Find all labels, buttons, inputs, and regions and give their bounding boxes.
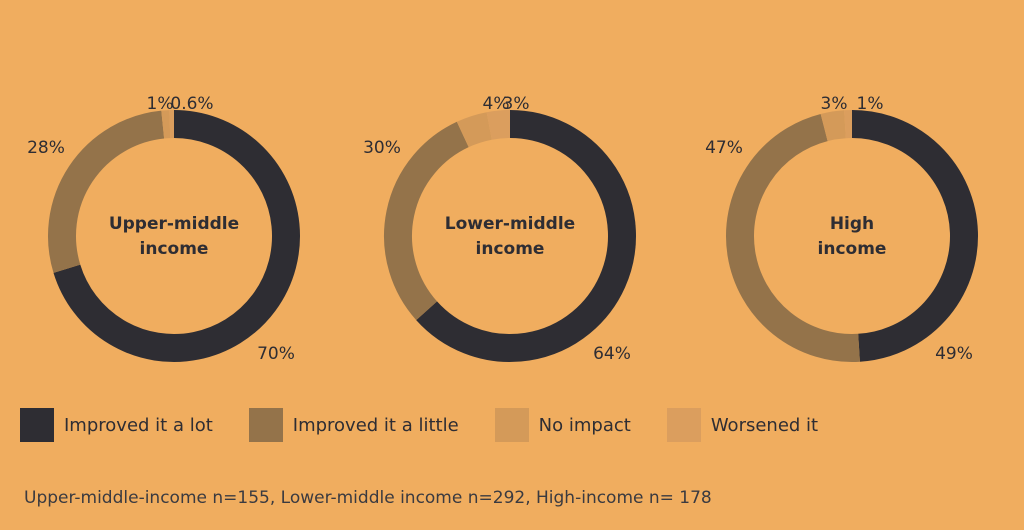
footnote: Upper-middle-income n=155, Lower-middle … — [24, 488, 712, 508]
donut-charts: 70%28%1%0.6%Upper-middleincome64%30%4%3%… — [27, 94, 978, 364]
donut-chart-2: 64% 30% 4%3% Lower-middle income — [363, 94, 636, 364]
value-label-worsened: 1% — [857, 94, 884, 114]
slice-improved-a-lot — [851, 110, 978, 362]
center-label-line-2: income — [476, 239, 545, 259]
donut-chart-1: 70% 28% 1%0.6% Upper-middle income — [27, 94, 300, 364]
slice-improved-a-little — [48, 110, 165, 273]
value-label-improved-a-lot: 64% — [593, 344, 631, 364]
value-label-improved-a-lot: 70% — [257, 344, 295, 364]
value-label-no-impact: 1% — [147, 94, 174, 114]
legend-label-worsened: Worsened it — [710, 414, 819, 436]
legend-item-worsened: Worsened it — [666, 408, 819, 442]
slice-worsened — [486, 110, 511, 140]
legend-item-improved-a-little: Improved it a little — [248, 408, 459, 442]
value-label-improved-a-little: 30% — [363, 138, 401, 158]
legend: Improved it a lot Improved it a little N… — [20, 408, 854, 442]
slice-improved-a-little — [384, 121, 469, 321]
legend-label-improved-a-lot: Improved it a lot — [64, 414, 213, 436]
center-label-line-1: Lower-middle — [445, 214, 575, 234]
value-label-worsened: 3% — [503, 94, 530, 114]
value-label-improved-a-little: 28% — [27, 138, 65, 158]
legend-swatch-worsened — [666, 408, 701, 442]
value-label-no-impact: 4% — [483, 94, 510, 114]
legend-label-no-impact: No impact — [538, 414, 631, 436]
center-label-line-1: Upper-middle — [109, 214, 239, 234]
value-label-worsened: 0.6% — [170, 94, 213, 114]
slice-no-impact — [456, 112, 493, 148]
legend-label-improved-a-little: Improved it a little — [292, 414, 459, 436]
legend-item-no-impact: No impact — [494, 408, 631, 442]
legend-swatch-no-impact — [494, 408, 529, 442]
value-label-no-impact: 3% — [821, 94, 848, 114]
legend-item-improved-a-lot: Improved it a lot — [20, 408, 213, 442]
center-label-line-1: High — [830, 214, 874, 234]
value-label-improved-a-little: 47% — [705, 138, 743, 158]
slice-improved-a-little — [726, 113, 860, 362]
center-label-line-2: income — [818, 239, 887, 259]
slice-no-impact — [820, 110, 847, 142]
slice-improved-a-lot — [53, 110, 300, 362]
donut-chart-3: 49% 47% 3% 1% High income — [705, 94, 978, 364]
legend-swatch-improved-a-lot — [20, 408, 54, 442]
value-label-improved-a-lot: 49% — [935, 344, 973, 364]
slice-improved-a-lot — [416, 110, 636, 362]
center-label-line-2: income — [140, 239, 209, 259]
legend-swatch-improved-a-little — [248, 408, 283, 442]
